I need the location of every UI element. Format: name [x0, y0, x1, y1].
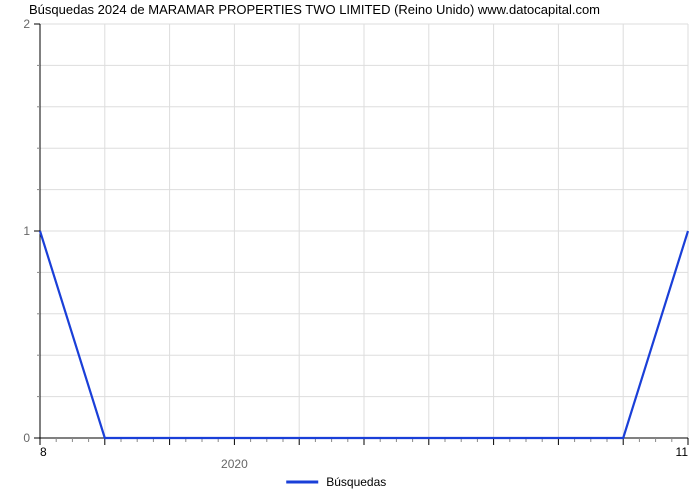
x-start-label: 8	[40, 445, 47, 459]
legend-label: Búsquedas	[326, 475, 386, 489]
line-chart: Búsquedas 2024 de MARAMAR PROPERTIES TWO…	[0, 0, 700, 500]
y-tick-label: 2	[23, 17, 30, 31]
y-tick-label: 1	[23, 224, 30, 238]
x-end-label: 11	[676, 445, 689, 459]
chart-title: Búsquedas 2024 de MARAMAR PROPERTIES TWO…	[29, 2, 600, 17]
y-tick-label: 0	[23, 431, 30, 445]
x-mid-label: 2020	[221, 457, 248, 471]
chart-container: Búsquedas 2024 de MARAMAR PROPERTIES TWO…	[0, 0, 700, 500]
